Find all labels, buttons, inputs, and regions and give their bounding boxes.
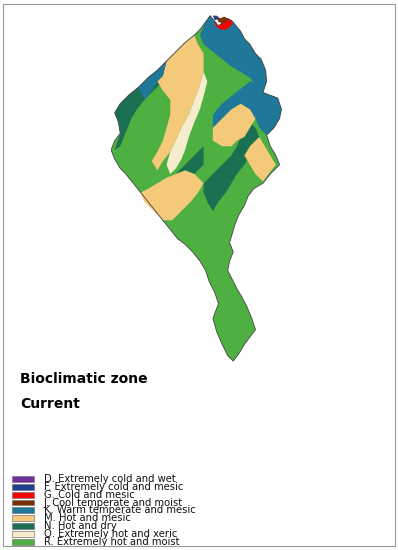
Text: Current: Current bbox=[20, 397, 80, 411]
Text: N. Hot and dry: N. Hot and dry bbox=[44, 521, 117, 531]
Polygon shape bbox=[152, 35, 204, 170]
FancyBboxPatch shape bbox=[12, 539, 34, 544]
FancyBboxPatch shape bbox=[12, 476, 34, 482]
Polygon shape bbox=[213, 15, 219, 20]
Polygon shape bbox=[139, 61, 167, 100]
Polygon shape bbox=[214, 18, 232, 30]
Polygon shape bbox=[111, 15, 281, 361]
Text: J. Cool temperate and moist: J. Cool temperate and moist bbox=[44, 498, 183, 508]
Polygon shape bbox=[167, 72, 207, 174]
Polygon shape bbox=[217, 15, 228, 23]
Text: D. Extremely cold and wet: D. Extremely cold and wet bbox=[44, 474, 176, 484]
FancyBboxPatch shape bbox=[12, 515, 34, 521]
Text: G. Cold and mesic: G. Cold and mesic bbox=[44, 490, 135, 499]
FancyBboxPatch shape bbox=[12, 531, 34, 537]
Polygon shape bbox=[204, 122, 259, 211]
FancyBboxPatch shape bbox=[12, 492, 34, 498]
Polygon shape bbox=[115, 35, 198, 150]
Text: Bioclimatic zone: Bioclimatic zone bbox=[20, 372, 148, 386]
Text: R. Extremely hot and moist: R. Extremely hot and moist bbox=[44, 537, 179, 547]
FancyBboxPatch shape bbox=[12, 523, 34, 529]
Polygon shape bbox=[140, 170, 204, 221]
Polygon shape bbox=[213, 103, 256, 146]
FancyBboxPatch shape bbox=[12, 484, 34, 490]
Polygon shape bbox=[213, 81, 281, 135]
Text: M. Hot and mesic: M. Hot and mesic bbox=[44, 513, 131, 523]
FancyBboxPatch shape bbox=[12, 507, 34, 513]
Text: K. Warm temperate and mesic: K. Warm temperate and mesic bbox=[44, 505, 195, 515]
Polygon shape bbox=[244, 137, 276, 182]
Text: F. Extremely cold and mesic: F. Extremely cold and mesic bbox=[44, 482, 183, 492]
Text: Q. Extremely hot and xeric: Q. Extremely hot and xeric bbox=[44, 529, 177, 539]
Polygon shape bbox=[200, 15, 267, 92]
FancyBboxPatch shape bbox=[12, 499, 34, 505]
Polygon shape bbox=[148, 146, 204, 211]
